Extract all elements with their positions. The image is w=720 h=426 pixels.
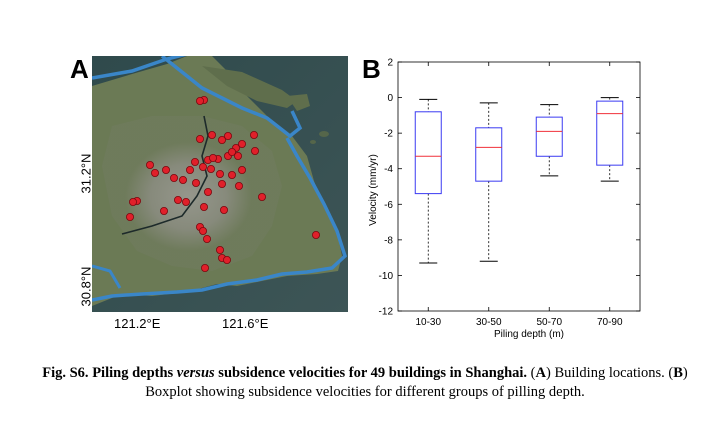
plot-frame xyxy=(397,61,641,312)
velocity-boxplot: 2 0 -2 -4 -6 -8 -10 -12 10-30 30-50 50-70 70-90 Vel… xyxy=(368,58,641,340)
caption-a-text: ) Building locations. ( xyxy=(545,365,674,381)
x-tick-label: 30-50 xyxy=(476,317,502,328)
box-10-30 xyxy=(414,98,442,264)
panel-b-letter: B xyxy=(362,54,381,84)
caption-a-letter: A xyxy=(535,365,546,381)
y-tick-label: 0 xyxy=(387,93,393,104)
y-tick-label: -10 xyxy=(379,271,394,282)
iqr-box xyxy=(414,111,442,195)
map-x-tick-1216: 121.6°E xyxy=(222,316,269,331)
satellite-map-image xyxy=(92,56,348,312)
plot-axes: 2 0 -2 -4 -6 -8 -10 -12 10-30 30-50 50-70 70-90 xyxy=(379,58,641,328)
panel-a-letter: A xyxy=(70,54,89,84)
caption-b-letter: B xyxy=(673,365,683,381)
caption-b-text: ) Boxplot showing subsidence velocities … xyxy=(145,365,688,400)
x-tick-label: 50-70 xyxy=(536,317,562,328)
x-tick-label: 70-90 xyxy=(597,317,623,328)
caption-title-before: Piling depths xyxy=(88,365,177,381)
y-tick-label: 2 xyxy=(387,58,393,69)
map-y-tick-308: 30.8°N xyxy=(78,266,94,307)
x-axis-label: Piling depth (m) xyxy=(494,329,564,340)
figure-caption: Fig. S6. Piling depths versus subsidence… xyxy=(20,364,710,402)
caption-a-open: ( xyxy=(527,365,536,381)
y-tick-label: -8 xyxy=(384,235,393,246)
y-tick-label: -6 xyxy=(384,200,393,211)
y-tick-label: -4 xyxy=(384,164,393,175)
box-30-50 xyxy=(475,102,503,262)
y-tick-label: -2 xyxy=(384,129,393,140)
box-70-90 xyxy=(596,97,624,182)
caption-title-after: subsidence velocities for 49 buildings i… xyxy=(214,365,528,381)
y-axis-label: Velocity (mm/yr) xyxy=(368,154,379,226)
iqr-box xyxy=(596,100,624,166)
y-tick-label: -12 xyxy=(379,307,394,318)
box-series xyxy=(414,97,624,264)
box-50-70 xyxy=(535,104,563,177)
caption-title-italic: versus xyxy=(176,365,215,381)
caption-fig-label: Fig. S6. xyxy=(42,365,89,381)
iqr-box xyxy=(535,116,563,157)
building-location-map xyxy=(92,56,348,312)
map-x-tick-1212: 121.2°E xyxy=(114,316,161,331)
map-y-tick-312: 31.2°N xyxy=(78,153,94,194)
x-tick-label: 10-30 xyxy=(415,317,441,328)
iqr-box xyxy=(475,127,503,182)
